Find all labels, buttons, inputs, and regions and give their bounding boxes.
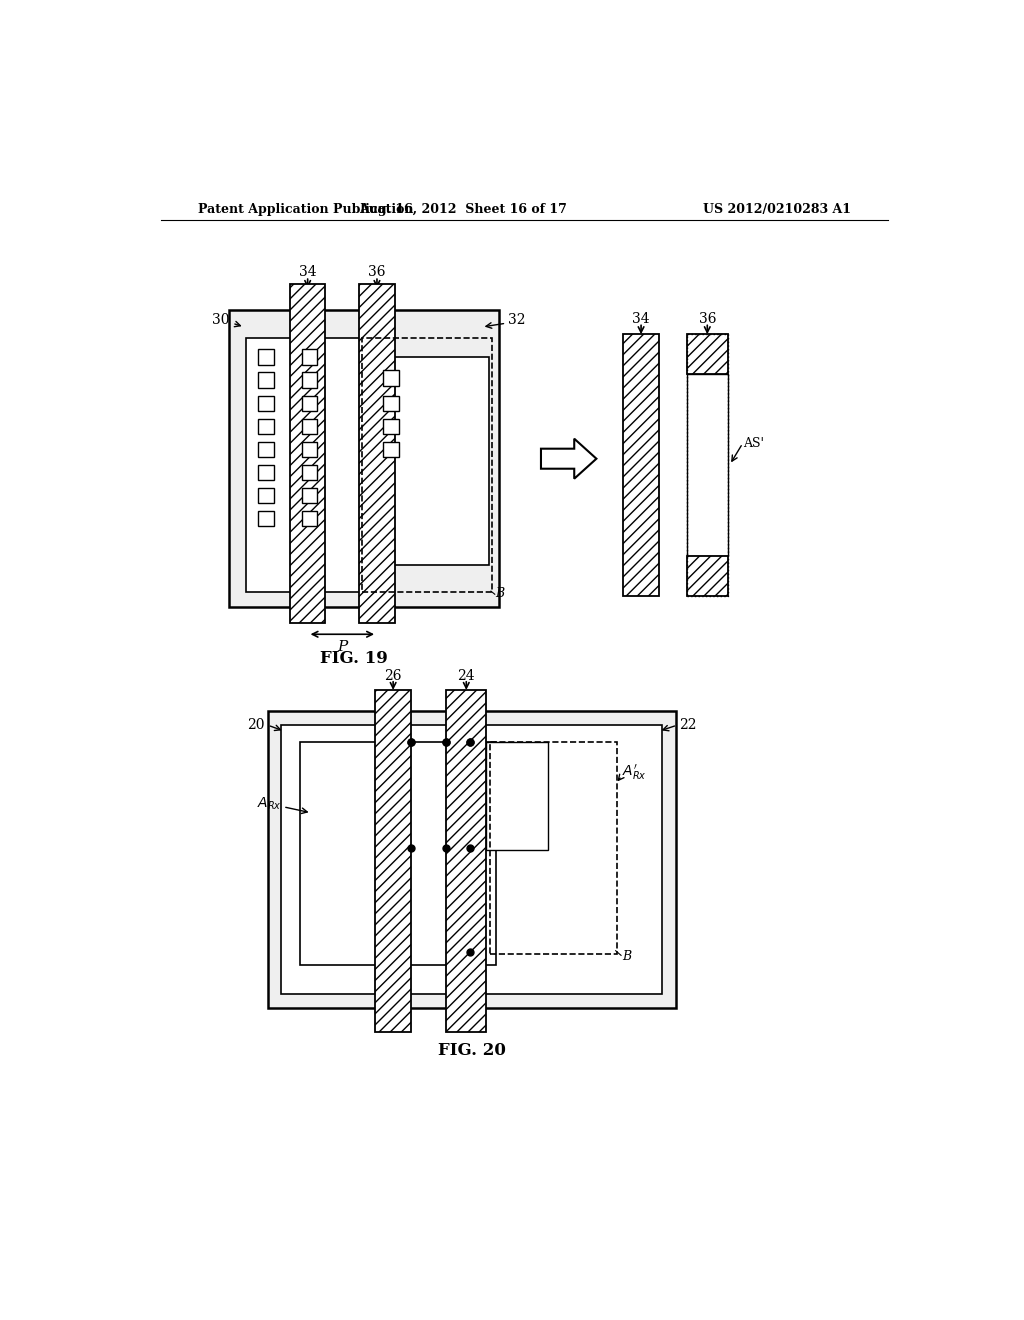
Bar (383, 396, 398, 411)
Bar (267, 711, 676, 1007)
Bar (290, 284, 326, 623)
Text: 22: 22 (679, 718, 696, 733)
Bar (446, 689, 486, 1032)
Bar (359, 284, 394, 623)
Bar (301, 396, 316, 411)
Text: 36: 36 (369, 265, 386, 280)
Bar (376, 689, 411, 1032)
Bar (301, 511, 316, 527)
Text: 26: 26 (384, 669, 401, 682)
Text: AS': AS' (743, 437, 765, 450)
Bar (258, 511, 273, 527)
Bar (686, 334, 728, 374)
Bar (301, 350, 316, 364)
Bar (300, 742, 497, 965)
Bar (686, 334, 728, 595)
Text: 32: 32 (508, 313, 525, 327)
Bar (258, 418, 273, 434)
Text: B: B (496, 587, 505, 601)
Bar (624, 334, 658, 595)
Bar (361, 338, 493, 591)
Bar (490, 742, 617, 954)
Bar (383, 442, 398, 457)
Text: P: P (337, 640, 347, 653)
Text: $A_{Rx}'$: $A_{Rx}'$ (622, 763, 646, 783)
Bar (366, 358, 488, 565)
Text: 34: 34 (299, 265, 316, 280)
Text: B: B (622, 950, 631, 964)
Bar (229, 310, 499, 607)
Polygon shape (541, 438, 596, 479)
Text: 20: 20 (247, 718, 264, 733)
Text: Patent Application Publication: Patent Application Publication (199, 203, 414, 216)
Bar (258, 465, 273, 480)
Bar (486, 742, 548, 850)
Bar (301, 465, 316, 480)
Text: 34: 34 (632, 312, 650, 326)
Bar (258, 442, 273, 457)
Bar (282, 725, 662, 994)
Text: 30: 30 (212, 313, 229, 327)
Bar (258, 396, 273, 411)
Bar (301, 488, 316, 503)
Bar (258, 350, 273, 364)
Text: US 2012/0210283 A1: US 2012/0210283 A1 (703, 203, 851, 216)
Bar (383, 370, 398, 385)
Bar (301, 442, 316, 457)
Bar (686, 556, 728, 595)
Bar (686, 374, 728, 556)
Bar (258, 372, 273, 388)
Text: 24: 24 (458, 669, 475, 682)
Bar (383, 418, 398, 434)
Bar (258, 488, 273, 503)
Text: 36: 36 (698, 312, 716, 326)
Bar (301, 372, 316, 388)
Text: $A_{Rx}$: $A_{Rx}$ (257, 796, 282, 812)
Text: FIG. 20: FIG. 20 (437, 1041, 506, 1059)
Text: FIG. 19: FIG. 19 (319, 651, 388, 668)
Text: Aug. 16, 2012  Sheet 16 of 17: Aug. 16, 2012 Sheet 16 of 17 (359, 203, 567, 216)
Bar (246, 338, 370, 591)
Bar (301, 418, 316, 434)
